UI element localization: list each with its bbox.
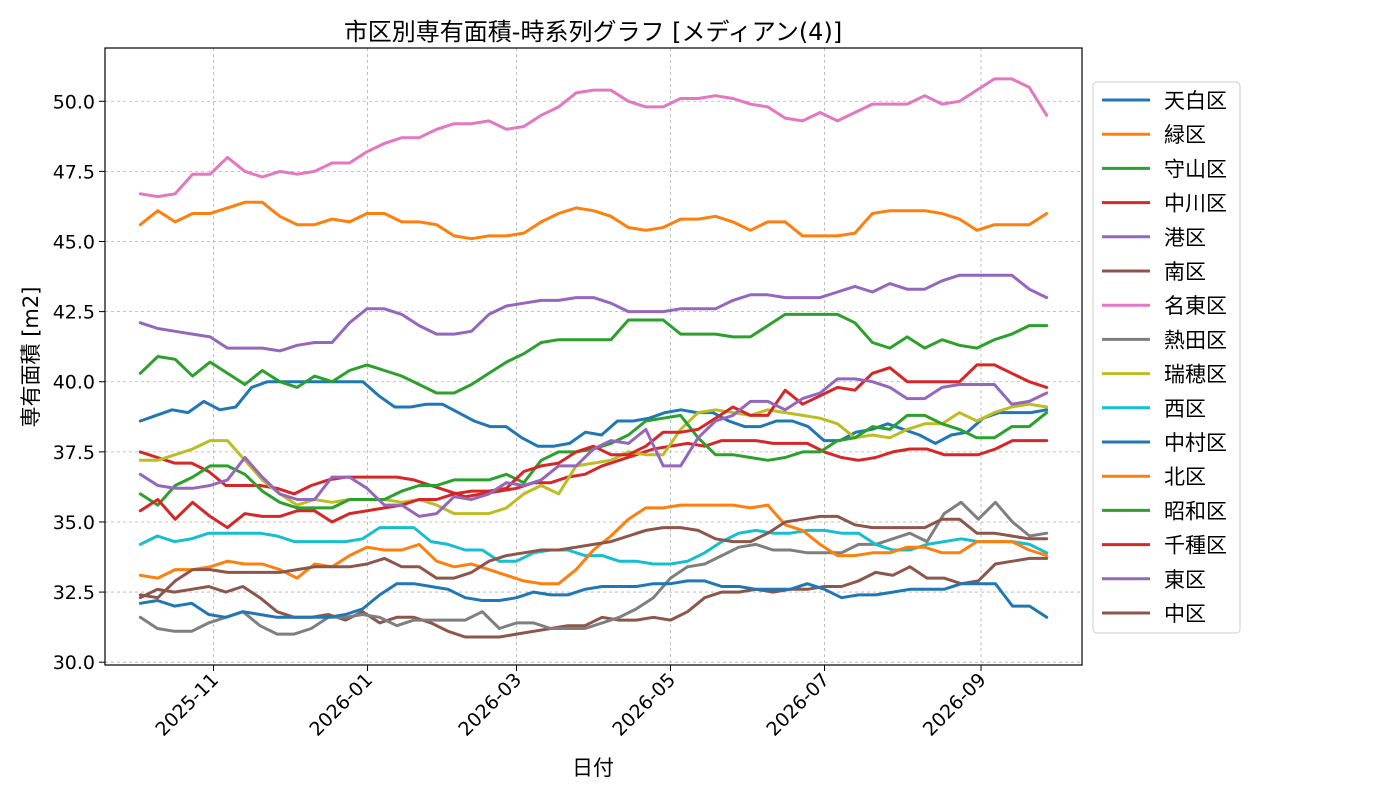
series-line — [138, 514, 1049, 600]
legend-label: 名東区 — [1164, 294, 1227, 318]
series-lines — [138, 77, 1049, 639]
legend-box — [1092, 81, 1241, 634]
y-tick-label: 35.0 — [53, 512, 95, 534]
legend-label: 天白区 — [1164, 89, 1227, 113]
y-tick-label: 47.5 — [53, 161, 95, 183]
legend-label: 中村区 — [1164, 431, 1227, 455]
legend-label: 昭和区 — [1164, 499, 1227, 523]
x-axis-label: 日付 — [572, 756, 614, 780]
legend-label: 港区 — [1164, 226, 1206, 250]
y-tick-label: 50.0 — [53, 91, 95, 113]
legend-label: 東区 — [1164, 568, 1206, 592]
series-line — [138, 363, 1049, 530]
y-axis-label: 専有面積 [m2] — [19, 287, 43, 428]
series-line — [138, 439, 1049, 499]
legend-label: 北区 — [1164, 465, 1206, 489]
legend-label: 中区 — [1164, 602, 1206, 626]
series-line — [138, 377, 1049, 518]
grid — [105, 48, 1082, 665]
legend-label: 千種区 — [1164, 534, 1227, 558]
series-line — [138, 500, 1049, 636]
series-line — [138, 503, 1049, 586]
legend-label: 西区 — [1164, 397, 1206, 421]
legend-label: 中川区 — [1164, 192, 1227, 216]
legend-label: 緑区 — [1164, 123, 1206, 147]
y-tick-label: 40.0 — [53, 372, 95, 394]
legend: 天白区緑区守山区中川区港区南区名東区熱田区瑞穂区西区中村区北区昭和区千種区東区中… — [1092, 81, 1241, 634]
y-tick-label: 42.5 — [53, 302, 95, 324]
y-tick-label: 45.0 — [53, 232, 95, 254]
series-line — [138, 579, 1049, 619]
series-line — [138, 312, 1049, 395]
series-line — [138, 273, 1049, 353]
y-tick-label: 32.5 — [53, 582, 95, 604]
legend-label: 南区 — [1164, 260, 1206, 284]
chart-title: 市区別専有面積-時系列グラフ [メディアン(4)] — [344, 18, 842, 46]
legend-label: 守山区 — [1164, 157, 1227, 181]
series-line — [138, 402, 1049, 516]
y-tick-label: 30.0 — [53, 652, 95, 674]
series-line — [138, 200, 1049, 241]
legend-label: 熱田区 — [1164, 328, 1227, 352]
series-line — [138, 77, 1049, 199]
legend-label: 瑞穂区 — [1164, 363, 1227, 387]
y-tick-label: 37.5 — [53, 442, 95, 464]
plot-area-frame — [104, 47, 1083, 666]
